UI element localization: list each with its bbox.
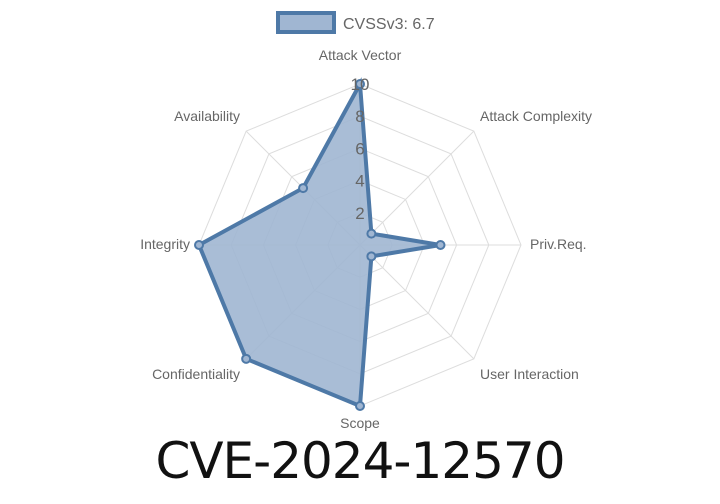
data-point bbox=[241, 353, 252, 364]
tick-label: 4 bbox=[355, 172, 364, 191]
axis-label: Integrity bbox=[140, 236, 190, 252]
grid-spoke bbox=[359, 244, 475, 360]
legend-label: CVSSv3: 6.7 bbox=[343, 16, 435, 33]
tick-label: 2 bbox=[355, 204, 364, 223]
data-point bbox=[355, 79, 365, 89]
legend-swatch bbox=[276, 11, 336, 34]
data-point bbox=[435, 240, 446, 250]
axis-label: Priv.Req. bbox=[530, 236, 587, 252]
axis-label: Attack Complexity bbox=[480, 108, 592, 124]
data-point bbox=[194, 240, 204, 250]
axis-label: Availability bbox=[174, 108, 240, 124]
axis-label: Scope bbox=[340, 415, 380, 431]
tick-label: 10 bbox=[351, 75, 370, 94]
axis-label: Confidentiality bbox=[152, 366, 240, 382]
page-title: CVE-2024-12570 bbox=[155, 432, 565, 490]
data-point bbox=[366, 228, 377, 239]
data-point bbox=[366, 251, 377, 262]
data-point bbox=[298, 183, 309, 194]
tick-label: 6 bbox=[355, 139, 364, 158]
tick-label: 8 bbox=[355, 107, 364, 126]
axis-label: User Interaction bbox=[480, 366, 579, 382]
grid-spoke bbox=[359, 130, 475, 246]
data-point bbox=[355, 401, 365, 411]
axis-label: Attack Vector bbox=[319, 47, 402, 63]
series-area bbox=[196, 77, 441, 409]
